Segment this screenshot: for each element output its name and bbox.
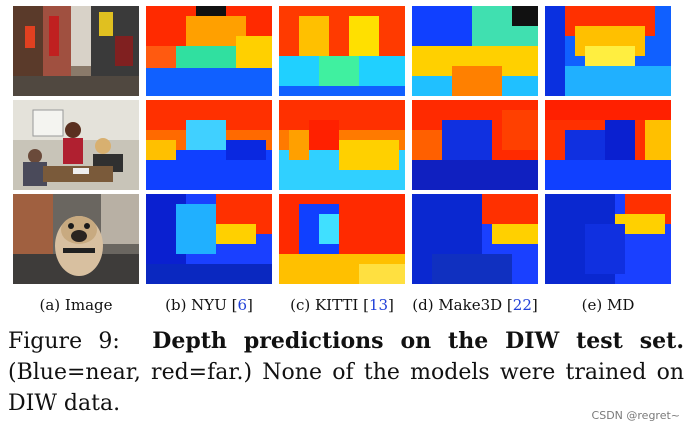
photo-pug — [13, 194, 139, 284]
depth-map-nyu-office — [146, 100, 272, 190]
depth-map-md-street — [545, 6, 671, 96]
caption-body: (Blue=near, red=far.) None of the models… — [8, 360, 684, 416]
column-label-md: (e) MD — [581, 296, 635, 314]
depth-map-kitti-street — [279, 6, 405, 96]
column-label-nyu: (b) NYU [6] — [165, 296, 253, 314]
photo-office — [13, 100, 139, 190]
photo-street — [13, 6, 139, 96]
depth-map-md-office — [545, 100, 671, 190]
column-label-kitti: (c) KITTI [13] — [290, 296, 394, 314]
figure-caption: Figure 9: Depth predictions on the DIW t… — [8, 326, 684, 419]
depth-map-make3d-street — [412, 6, 538, 96]
watermark: CSDN @regret~ — [591, 409, 680, 422]
column-label-image: (a) Image — [39, 296, 113, 314]
caption-title: Depth predictions on the DIW test set. — [152, 328, 684, 354]
depth-map-nyu-street — [146, 6, 272, 96]
depth-map-make3d-pug — [412, 194, 538, 284]
citation-link[interactable]: 13 — [368, 296, 389, 314]
depth-map-make3d-office — [412, 100, 538, 190]
depth-map-kitti-pug — [279, 194, 405, 284]
figure-number: Figure 9: — [8, 329, 120, 354]
column-label-make3d: (d) Make3D [22] — [412, 296, 538, 314]
figure-grid: (a) Image — [13, 6, 679, 314]
depth-map-kitti-office — [279, 100, 405, 190]
depth-map-md-pug — [545, 194, 671, 284]
citation-link[interactable]: 22 — [512, 296, 532, 314]
citation-link[interactable]: 6 — [237, 296, 248, 314]
depth-map-nyu-pug — [146, 194, 272, 284]
